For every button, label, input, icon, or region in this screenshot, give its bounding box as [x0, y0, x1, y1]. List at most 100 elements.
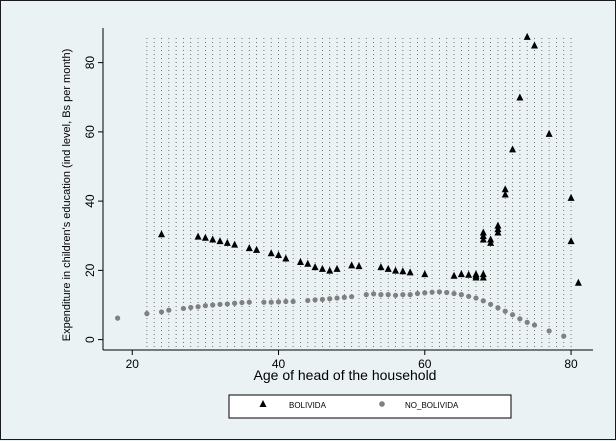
- point-no-bolivida: [349, 294, 355, 300]
- point-bolivida: [501, 185, 509, 193]
- point-no-bolivida: [195, 304, 201, 310]
- point-no-bolivida: [210, 302, 216, 308]
- point-no-bolivida: [480, 298, 486, 304]
- point-bolivida: [523, 32, 531, 40]
- point-no-bolivida: [429, 289, 435, 295]
- point-no-bolivida: [561, 333, 567, 339]
- point-bolivida: [487, 235, 495, 243]
- point-bolivida: [421, 270, 429, 278]
- point-bolivida: [355, 262, 363, 270]
- point-bolivida: [567, 193, 575, 201]
- legend-triangle-icon: [259, 400, 267, 407]
- point-no-bolivida: [217, 301, 223, 307]
- point-bolivida: [231, 240, 239, 248]
- point-no-bolivida: [202, 303, 208, 309]
- legend: BOLIVIDA NO_BOLIVIDA: [228, 394, 512, 419]
- point-no-bolivida: [363, 292, 369, 298]
- legend-label-bolivida: BOLIVIDA: [289, 401, 327, 410]
- point-no-bolivida: [158, 309, 165, 315]
- point-no-bolivida: [385, 292, 391, 298]
- point-bolivida: [567, 237, 575, 245]
- point-no-bolivida: [180, 305, 187, 312]
- point-bolivida: [201, 233, 209, 241]
- point-bolivida: [223, 238, 231, 246]
- point-no-bolivida: [268, 299, 274, 305]
- y-tick-label: 20: [83, 263, 97, 277]
- point-bolivida: [574, 278, 582, 286]
- point-bolivida: [399, 267, 407, 275]
- point-bolivida: [392, 266, 400, 274]
- point-no-bolivida: [370, 291, 377, 297]
- point-bolivida: [377, 263, 385, 271]
- point-no-bolivida: [378, 292, 384, 298]
- point-no-bolivida: [546, 328, 552, 334]
- point-bolivida: [216, 237, 224, 245]
- y-tick-label: 0: [83, 336, 97, 343]
- point-no-bolivida: [312, 297, 318, 303]
- point-no-bolivida: [115, 315, 121, 321]
- legend-circle-icon: [379, 401, 385, 407]
- point-bolivida: [479, 270, 487, 278]
- point-bolivida: [158, 230, 166, 238]
- point-no-bolivida: [473, 295, 479, 301]
- point-no-bolivida: [414, 290, 421, 297]
- point-no-bolivida: [444, 289, 450, 296]
- point-bolivida: [472, 270, 480, 278]
- x-axis-title: Age of head of the household: [254, 367, 437, 383]
- point-bolivida: [194, 232, 202, 240]
- point-no-bolivida: [188, 304, 194, 311]
- y-tick-label: 60: [83, 125, 97, 139]
- x-tick-label: 80: [564, 357, 578, 371]
- y-axis-title: Expenditure in children's education (ind…: [61, 49, 73, 342]
- point-no-bolivida: [275, 299, 282, 305]
- point-no-bolivida: [407, 292, 413, 298]
- point-no-bolivida: [524, 319, 530, 325]
- point-bolivida: [326, 266, 334, 274]
- point-no-bolivida: [261, 299, 267, 305]
- point-bolivida: [209, 235, 217, 243]
- point-no-bolivida: [392, 292, 399, 298]
- x-tick-label: 20: [126, 357, 140, 371]
- point-bolivida: [311, 263, 319, 271]
- point-no-bolivida: [422, 290, 428, 296]
- point-bolivida: [304, 259, 312, 267]
- point-no-bolivida: [502, 308, 508, 314]
- point-bolivida: [384, 264, 392, 272]
- point-no-bolivida: [531, 322, 538, 328]
- point-no-bolivida: [224, 301, 230, 307]
- point-bolivida: [318, 264, 326, 272]
- x-tick-label: 60: [418, 357, 432, 371]
- point-bolivida: [333, 264, 341, 272]
- point-bolivida: [479, 228, 487, 236]
- point-bolivida: [267, 249, 275, 257]
- point-bolivida: [245, 244, 253, 252]
- point-no-bolivida: [488, 301, 494, 307]
- legend-box: [228, 394, 512, 419]
- y-tick-label: 80: [83, 56, 97, 70]
- grid-lines: [146, 38, 572, 347]
- point-bolivida: [253, 245, 261, 253]
- point-bolivida: [275, 251, 283, 259]
- point-no-bolivida: [144, 311, 150, 317]
- point-bolivida: [465, 270, 473, 278]
- point-bolivida: [282, 254, 290, 262]
- point-bolivida: [516, 93, 524, 101]
- point-bolivida: [494, 221, 502, 229]
- legend-label-no-bolivida: NO_BOLIVIDA: [405, 401, 459, 410]
- point-no-bolivida: [166, 307, 172, 313]
- point-no-bolivida: [232, 300, 238, 306]
- point-no-bolivida: [246, 299, 252, 305]
- point-bolivida: [406, 268, 414, 276]
- y-tick-label: 40: [83, 194, 97, 208]
- point-bolivida: [450, 271, 458, 279]
- point-no-bolivida: [517, 316, 523, 322]
- point-no-bolivida: [319, 296, 326, 303]
- point-no-bolivida: [458, 292, 464, 298]
- point-no-bolivida: [290, 298, 296, 305]
- point-no-bolivida: [436, 289, 443, 295]
- point-bolivida: [296, 257, 304, 265]
- data-points: [115, 32, 582, 339]
- point-bolivida: [530, 41, 538, 49]
- point-no-bolivida: [305, 297, 311, 304]
